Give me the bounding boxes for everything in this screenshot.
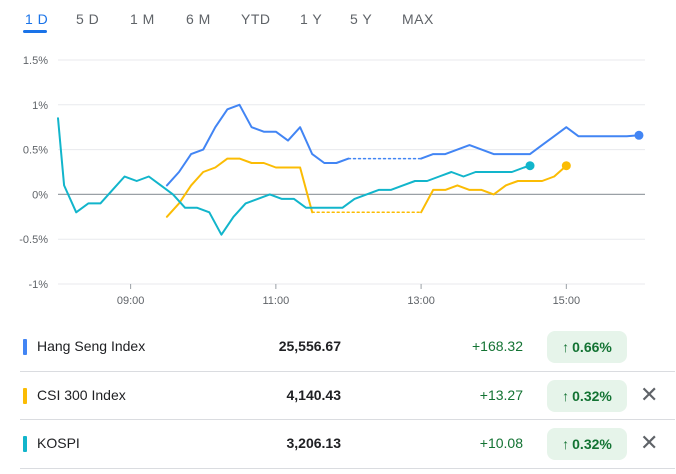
index-name: KOSPI [37,435,80,451]
series-color-swatch [23,339,27,355]
series-endpoint-hang-seng-index [634,130,644,140]
y-tick-label: -1% [28,279,48,291]
tab-5y[interactable]: 5 Y [350,11,373,27]
index-price: 4,140.43 [286,387,342,403]
percent-change-badge: ↑ 0.32% [547,428,627,460]
active-tab-indicator [23,30,47,33]
index-price: 25,556.67 [278,338,341,354]
percent-change-badge: ↑ 0.66% [547,331,627,363]
series-line-csi-300-index [420,164,568,214]
percent-change-value: 0.66% [572,339,612,355]
percent-change-badge: ↑ 0.32% [547,380,627,412]
index-change: +10.08 [479,435,523,451]
price-chart: 1.5% 1% 0.5% 0% -0.5% -1% 09:00 11:00 13:00 15:00 [19,55,645,306]
y-tick-label: 1% [32,100,48,112]
index-row-csi-300[interactable]: CSI 300 Index 4,140.43 +13.27 ↑ 0.32% ✕ [20,371,675,420]
percent-change-value: 0.32% [572,436,612,452]
tab-6m[interactable]: 6 M [186,11,211,27]
tab-1y[interactable]: 1 Y [300,11,323,27]
y-tick-label: 0.5% [23,145,48,157]
y-tick-label: 0% [32,189,48,201]
series-line-hang-seng-index [165,103,350,187]
index-name: Hang Seng Index [37,338,146,354]
series-line-kospi [57,117,531,236]
index-row-hang-seng[interactable]: Hang Seng Index 25,556.67 +168.32 ↑ 0.66% [20,323,675,371]
series-color-swatch [23,388,27,404]
series-line-hang-seng-index [420,126,640,160]
arrow-up-icon: ↑ [562,388,570,404]
x-tick-label: 09:00 [117,295,145,306]
tab-1d[interactable]: 1 D [25,11,49,27]
x-tick-label: 13:00 [407,295,435,306]
x-tick-label: 15:00 [553,295,581,306]
tab-max[interactable]: MAX [402,11,434,27]
tab-ytd[interactable]: YTD [241,11,271,27]
time-range-tabs: 1 D 5 D 1 M 6 M YTD 1 Y 5 Y MAX [0,0,676,44]
y-tick-label: 1.5% [23,55,48,67]
y-tick-label: -0.5% [19,234,48,246]
index-price: 3,206.13 [286,435,342,451]
remove-comparison-close-icon[interactable]: ✕ [640,382,659,407]
remove-comparison-close-icon[interactable]: ✕ [640,430,659,455]
series-endpoint-kospi [525,161,535,171]
x-tick-label: 11:00 [262,295,289,306]
series-line-csi-300-index [165,157,314,218]
index-change: +13.27 [479,387,523,403]
arrow-up-icon: ↑ [562,339,570,355]
tab-5d[interactable]: 5 D [76,11,100,27]
percent-change-value: 0.32% [572,388,612,404]
series-endpoint-csi-300-index [561,161,571,171]
index-row-kospi[interactable]: KOSPI 3,206.13 +10.08 ↑ 0.32% ✕ [20,419,675,469]
arrow-up-icon: ↑ [562,436,570,452]
index-name: CSI 300 Index [37,387,126,403]
series-color-swatch [23,436,27,452]
tab-1m[interactable]: 1 M [130,11,155,27]
index-change: +168.32 [472,338,523,354]
